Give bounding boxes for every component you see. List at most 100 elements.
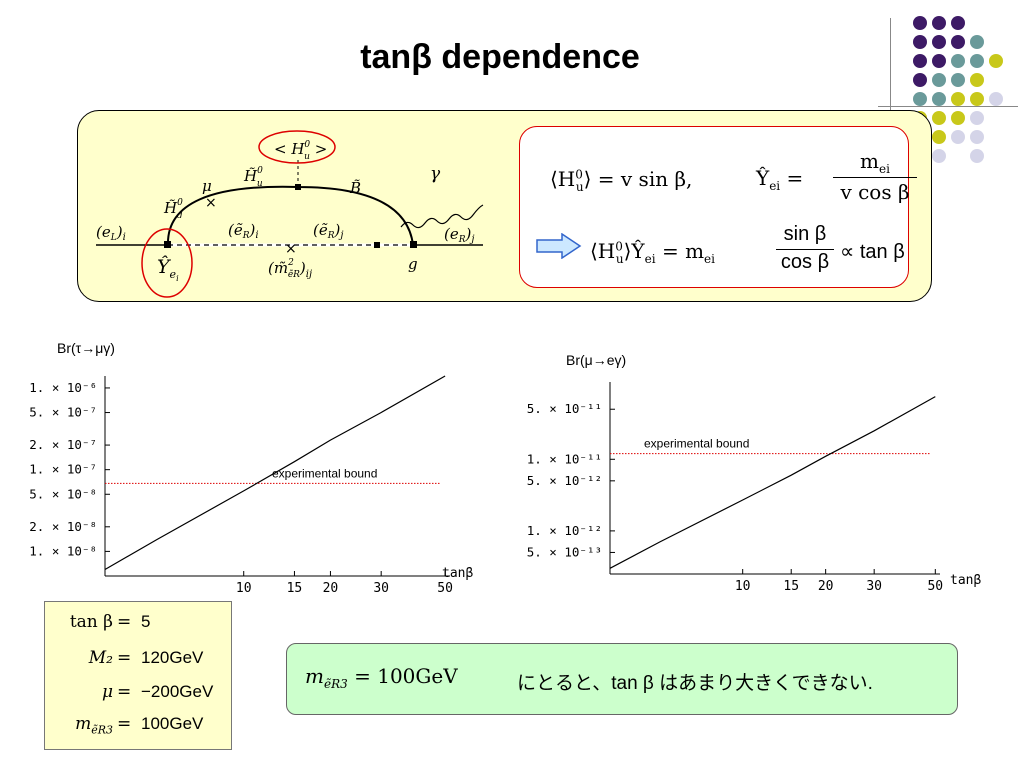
param-row: μ = −200GeV [45, 682, 231, 712]
y-tick-label: 1. × 10⁻¹¹ [527, 451, 602, 466]
x-tick-label: 30 [866, 579, 882, 594]
dot [989, 92, 1003, 106]
eR-j-label: (eR)j [444, 225, 474, 245]
param-label: μ [101, 682, 113, 702]
dot [913, 16, 927, 30]
x-tick-label: 30 [373, 581, 389, 596]
dot [970, 130, 984, 144]
vev-highlight-ellipse [258, 130, 336, 164]
dot [932, 16, 946, 30]
x-tick-label: 20 [818, 579, 834, 594]
eR-tilde-j-label: (ẽR)j [313, 221, 343, 241]
y-tick-label: 2. × 10⁻⁸ [29, 519, 97, 534]
dot [970, 35, 984, 49]
dot [970, 111, 984, 125]
y-tick-label: 5. × 10⁻¹¹ [527, 401, 602, 416]
dot [951, 73, 965, 87]
dot [970, 54, 984, 68]
dot [951, 92, 965, 106]
param-value: 120GeV [141, 648, 204, 667]
dot [970, 73, 984, 87]
vertex-vev [295, 184, 301, 190]
hu-vev-label: < H0 u > [274, 140, 327, 162]
chart1-svg: 10 15 20 30 50 1. × 10⁻⁶ 5. × 10⁻⁷ 2. × 10⁻⁷ 1. … [29, 375, 473, 596]
mu-label: μ [202, 177, 212, 195]
y-tick-label: 1. × 10⁻¹² [527, 523, 602, 538]
y-tick-label: 2. × 10⁻⁷ [29, 437, 97, 452]
formula-box: ⟨H0u⟩ = v sin β, Ŷei = mei v cos β ⟨H0u⟩… [519, 126, 917, 288]
corner-vertical-line [890, 18, 891, 123]
vertex-yukawa [164, 241, 171, 248]
param-value: 100GeV [141, 714, 204, 733]
param-row: mẽR3 = 100GeV [45, 714, 231, 744]
mass-insertion-label: (m̃2 ẽR)ij [268, 258, 312, 280]
yukawa-highlight-ellipse [141, 228, 193, 298]
x-tick-label: 15 [783, 579, 799, 594]
dot [932, 92, 946, 106]
x-tick-label: 15 [287, 581, 303, 596]
formula-vev: ⟨H0u⟩ = v sin β, [550, 167, 693, 194]
dot [932, 149, 946, 163]
param-row: tan β = 5 [45, 612, 231, 642]
param-label: M₂ [88, 648, 113, 668]
experimental-bound-label: experimental bound [272, 466, 377, 480]
dot [932, 130, 946, 144]
dot [970, 149, 984, 163]
eR-tilde-i-label: (ẽR)i [228, 221, 259, 241]
vertex-photon [410, 241, 417, 248]
dot [989, 54, 1003, 68]
hu-tilde-label: H̃0 u [243, 166, 263, 189]
x-tick-label: 50 [927, 579, 943, 594]
chart-mu-e-gamma: 10 15 20 30 50 5. × 10⁻¹¹ 1. × 10⁻¹¹ 5. × 10⁻¹²… [500, 372, 1010, 612]
dot [951, 130, 965, 144]
chart2-title: Br(μ→eγ) [566, 352, 627, 368]
param-equals: = [117, 682, 132, 702]
y-tick-label: 1. × 10⁻⁶ [29, 380, 97, 395]
dot [951, 16, 965, 30]
series-line [609, 396, 936, 569]
y-tick-label: 1. × 10⁻⁷ [29, 462, 97, 477]
page-title: tanβ dependence [360, 38, 640, 76]
dot [951, 35, 965, 49]
mu-insertion-cross: × [205, 195, 217, 211]
x-axis-label: tanβ [442, 566, 473, 581]
mass-insertion-cross: × [285, 241, 297, 257]
dot [932, 35, 946, 49]
conclusion-text: にとると、tan β はあまり大きくできない. [517, 673, 873, 694]
yukawa-label: Ŷei [157, 255, 179, 283]
dot [913, 92, 927, 106]
series-line [104, 375, 446, 571]
x-tick-label: 10 [236, 581, 252, 596]
y-tick-label: 5. × 10⁻⁸ [29, 486, 97, 501]
dot [951, 54, 965, 68]
conclusion-box: mẽR3 = 100GeV にとると、tan β はあまり大きくできない. [286, 643, 958, 715]
param-equals: = [117, 612, 132, 632]
photon-label: γ [430, 164, 441, 184]
y-tick-label: 5. × 10⁻⁷ [29, 405, 97, 420]
param-label: mẽR3 [75, 714, 113, 737]
dot [951, 111, 965, 125]
x-tick-label: 10 [735, 579, 751, 594]
dot [913, 35, 927, 49]
dot [970, 92, 984, 106]
chart1-title: Br(τ→μγ) [57, 340, 115, 356]
dot [913, 54, 927, 68]
param-row: M₂ = 120GeV [45, 648, 231, 678]
eL-label: (eL)i [96, 223, 126, 243]
photon-wavy-line [400, 204, 484, 229]
dot [932, 54, 946, 68]
feynman-diagram: × × < H0 u > H̃0 u H̃0 d μ B̃ γ (eL)i (ẽR)i… [96, 130, 484, 298]
dot [932, 111, 946, 125]
vertex-gauge [374, 242, 380, 248]
conclusion-formula: mẽR3 = 100GeV [305, 664, 458, 691]
chart2-svg: 10 15 20 30 50 5. × 10⁻¹¹ 1. × 10⁻¹¹ 5. × 10⁻¹²… [527, 382, 981, 594]
param-equals: = [117, 648, 132, 668]
gauge-coupling-label: g [408, 255, 418, 273]
param-value: −200GeV [141, 682, 214, 701]
param-label: tan β [69, 612, 113, 632]
x-axis-label: tanβ [950, 573, 981, 588]
y-tick-label: 5. × 10⁻¹³ [527, 544, 602, 559]
chart-tau-mu-gamma: 10 15 20 30 50 1. × 10⁻⁶ 5. × 10⁻⁷ 2. × 10⁻⁷ 1. … [0, 360, 500, 600]
bino-label: B̃ [349, 179, 361, 197]
x-tick-label: 20 [323, 581, 339, 596]
